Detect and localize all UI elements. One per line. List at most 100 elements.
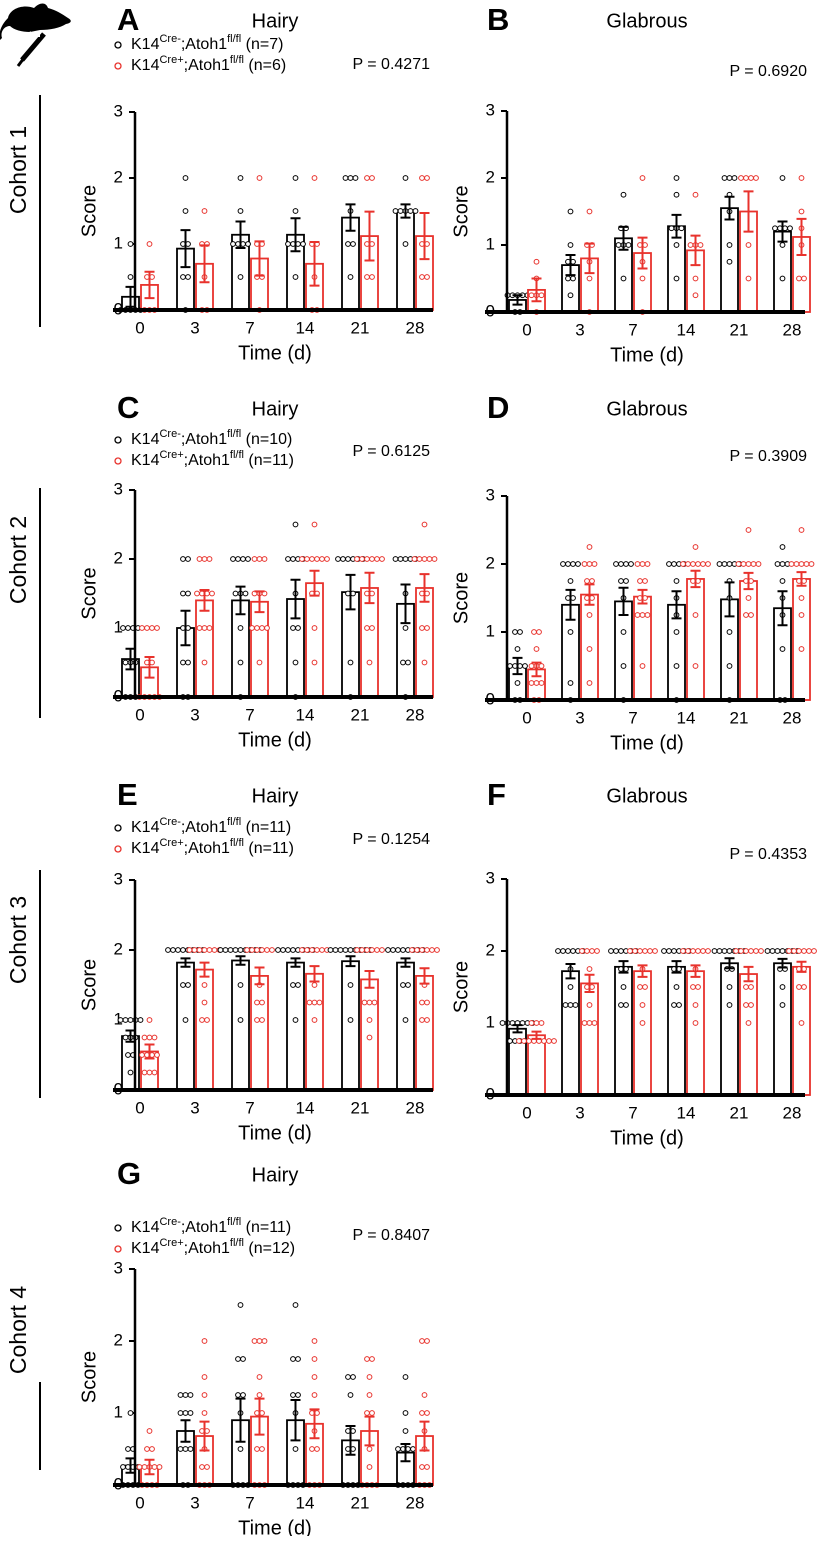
data-point (639, 663, 646, 669)
data-point (618, 578, 624, 584)
data-point (673, 984, 680, 990)
data-point (141, 1069, 148, 1076)
data-point (652, 948, 658, 954)
x-tick-label: 7 (245, 705, 254, 724)
data-point (753, 948, 759, 954)
data-point (755, 561, 762, 567)
error-bar (724, 195, 735, 221)
data-point (716, 948, 723, 954)
data-point (517, 629, 523, 635)
data-point (424, 1338, 430, 1344)
data-point (628, 561, 634, 567)
error-bar (364, 571, 375, 605)
data-point (533, 1020, 540, 1026)
x-tick-label: 14 (677, 320, 696, 339)
data-point (546, 1038, 552, 1044)
data-point (666, 948, 672, 954)
legend-text-part: fl/fl (227, 816, 241, 828)
x-tick-label: 28 (406, 705, 425, 724)
data-point (290, 556, 296, 562)
data-point (634, 561, 641, 567)
data-point (151, 1034, 158, 1041)
data-point (350, 1374, 356, 1380)
data-point (261, 556, 268, 562)
data-point (259, 999, 265, 1006)
data-point (801, 948, 807, 954)
error-bar (144, 655, 155, 679)
y-tick-label: 3 (114, 1258, 123, 1277)
x-axis-label: Time (d) (610, 1127, 684, 1149)
x-tick-label: 14 (677, 1103, 696, 1122)
data-point (538, 663, 545, 669)
data-point (139, 1052, 145, 1058)
data-point (536, 629, 542, 635)
data-point (748, 175, 754, 181)
legend-text-part: (n=11) (244, 840, 294, 857)
data-point (201, 556, 208, 562)
data-point (516, 1038, 522, 1044)
chart-title: Hairy (252, 785, 299, 807)
data-point (589, 948, 595, 954)
data-point (750, 561, 757, 567)
x-tick-label: 21 (730, 1103, 749, 1122)
data-point (149, 1446, 155, 1452)
data-point (201, 982, 208, 988)
data-point (201, 1338, 208, 1344)
x-tick-label: 28 (783, 320, 802, 339)
data-point (347, 274, 354, 280)
data-point (182, 1446, 189, 1452)
data-point (806, 948, 812, 954)
data-point (671, 561, 677, 567)
data-point (292, 521, 299, 528)
data-point (364, 947, 370, 953)
data-point (137, 1017, 144, 1023)
x-tick-label: 28 (406, 1098, 425, 1117)
data-point (335, 556, 341, 562)
data-point (199, 1464, 205, 1470)
data-point (680, 948, 686, 954)
data-point (798, 612, 805, 618)
data-point (256, 556, 263, 562)
data-point (364, 175, 370, 181)
data-point (748, 984, 754, 990)
data-point (668, 225, 675, 232)
data-point (637, 948, 643, 954)
legend-text-part: K14 (131, 452, 160, 469)
data-point (639, 1020, 646, 1026)
data-point (185, 590, 191, 597)
data-point (347, 1392, 354, 1398)
data-point (414, 947, 420, 953)
data-point (615, 242, 622, 248)
x-axis-label: Time (d) (238, 1517, 312, 1536)
data-point (731, 175, 738, 181)
legend-text-part: Cre- (159, 816, 181, 828)
data-point (254, 1446, 260, 1452)
data-point (295, 982, 301, 988)
data-point (185, 659, 191, 666)
data-point (366, 1392, 373, 1398)
data-point (644, 612, 651, 618)
error-bar (671, 213, 682, 239)
data-point (429, 947, 435, 953)
bar (121, 1035, 140, 1091)
data-point (620, 191, 627, 198)
data-point (801, 984, 807, 990)
data-point (304, 556, 310, 562)
data-point (314, 556, 320, 562)
data-point (419, 1464, 425, 1470)
data-point (146, 1069, 153, 1076)
data-point (354, 556, 360, 562)
panel-letter: A (117, 2, 139, 37)
error-bar (618, 225, 629, 251)
data-point (364, 556, 370, 562)
data-point (411, 556, 418, 562)
data-point (299, 556, 305, 562)
data-point (512, 629, 518, 635)
data-point (251, 1338, 258, 1344)
error-bar (364, 210, 375, 262)
data-point (811, 948, 817, 954)
error-bar (180, 609, 191, 647)
legend-text-part: K14 (131, 840, 160, 857)
data-point (808, 561, 815, 567)
